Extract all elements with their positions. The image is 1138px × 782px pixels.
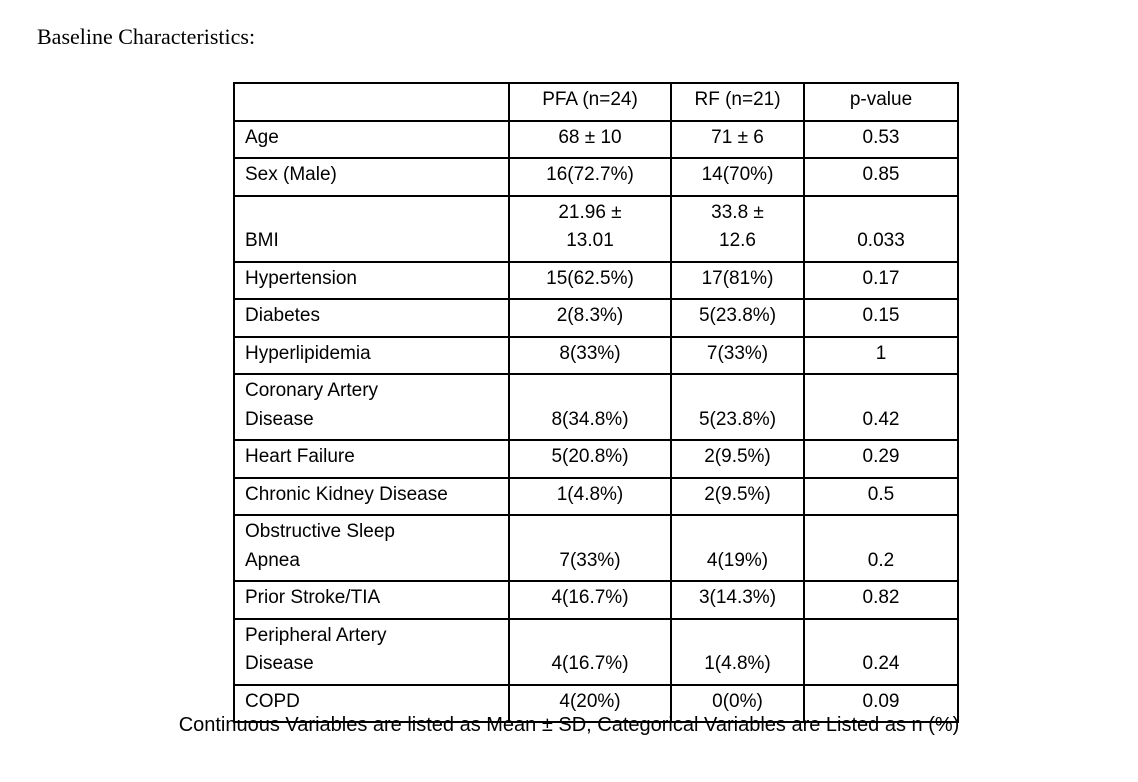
pfa-value: 8(34.8%) [508,373,672,441]
row-label: Prior Stroke/TIA [233,580,510,620]
row-label: Hypertension [233,260,510,300]
pfa-value: 16(72.7%) [508,157,672,197]
pfa-value: 4(20%) [508,683,672,723]
row-label: COPD [233,683,510,723]
table-row: Chronic Kidney Disease 1(4.8%) 2(9.5%) 0… [233,476,959,516]
row-label: Coronary Artery Disease [233,373,510,441]
table-row: Prior Stroke/TIA 4(16.7%) 3(14.3%) 0.82 [233,580,959,620]
p-value: 0.24 [803,617,959,686]
header-row: PFA (n=24) RF (n=21) p-value [233,82,959,122]
p-value: 0.15 [803,298,959,338]
rf-value: 17(81%) [670,260,805,300]
rf-value: 2(9.5%) [670,439,805,479]
table-row: Age 68 ± 10 71 ± 6 0.53 [233,119,959,159]
row-label: Age [233,119,510,159]
pfa-value: 4(16.7%) [508,617,672,686]
table-row: Sex (Male) 16(72.7%) 14(70%) 0.85 [233,157,959,197]
baseline-characteristics-table: PFA (n=24) RF (n=21) p-value Age 68 ± 10… [233,82,959,723]
rf-value: 1(4.8%) [670,617,805,686]
pfa-value: 15(62.5%) [508,260,672,300]
col-header-pvalue: p-value [803,82,959,122]
p-value: 0.17 [803,260,959,300]
rf-value: 7(33%) [670,335,805,375]
rf-value: 0(0%) [670,683,805,723]
row-label: Diabetes [233,298,510,338]
p-value: 0.53 [803,119,959,159]
p-value: 0.82 [803,580,959,620]
row-label: Sex (Male) [233,157,510,197]
rf-value: 4(19%) [670,514,805,582]
pfa-value: 7(33%) [508,514,672,582]
footnote: Continuous Variables are listed as Mean … [178,714,960,736]
pfa-value: 5(20.8%) [508,439,672,479]
table-row: Diabetes 2(8.3%) 5(23.8%) 0.15 [233,298,959,338]
col-header-empty [233,82,510,122]
p-value: 0.5 [803,476,959,516]
col-header-rf: RF (n=21) [670,82,805,122]
row-label: Heart Failure [233,439,510,479]
rf-value: 14(70%) [670,157,805,197]
rf-value: 2(9.5%) [670,476,805,516]
page-title: Baseline Characteristics: [37,24,256,49]
p-value: 0.42 [803,373,959,441]
table-row: Heart Failure 5(20.8%) 2(9.5%) 0.29 [233,439,959,479]
rf-value: 5(23.8%) [670,373,805,441]
table-row: BMI 21.96 ± 13.01 33.8 ± 12.6 0.033 [233,194,959,263]
pfa-value: 4(16.7%) [508,580,672,620]
row-label: BMI [233,194,510,263]
p-value: 1 [803,335,959,375]
row-label: Peripheral Artery Disease [233,617,510,686]
table-row: Hyperlipidemia 8(33%) 7(33%) 1 [233,335,959,375]
row-label: Obstructive Sleep Apnea [233,514,510,582]
rf-value: 3(14.3%) [670,580,805,620]
p-value: 0.85 [803,157,959,197]
table-row: Peripheral Artery Disease 4(16.7%) 1(4.8… [233,617,959,686]
pfa-value: 68 ± 10 [508,119,672,159]
table-row: Coronary Artery Disease 8(34.8%) 5(23.8%… [233,373,959,441]
pfa-value: 21.96 ± 13.01 [508,194,672,263]
row-label: Hyperlipidemia [233,335,510,375]
rf-value: 5(23.8%) [670,298,805,338]
table-row: COPD 4(20%) 0(0%) 0.09 [233,683,959,723]
table-row: Obstructive Sleep Apnea 7(33%) 4(19%) 0.… [233,514,959,582]
row-label: Chronic Kidney Disease [233,476,510,516]
table-row: Hypertension 15(62.5%) 17(81%) 0.17 [233,260,959,300]
p-value: 0.2 [803,514,959,582]
pfa-value: 2(8.3%) [508,298,672,338]
p-value: 0.033 [803,194,959,263]
p-value: 0.09 [803,683,959,723]
rf-value: 33.8 ± 12.6 [670,194,805,263]
col-header-pfa: PFA (n=24) [508,82,672,122]
p-value: 0.29 [803,439,959,479]
rf-value: 71 ± 6 [670,119,805,159]
pfa-value: 8(33%) [508,335,672,375]
pfa-value: 1(4.8%) [508,476,672,516]
